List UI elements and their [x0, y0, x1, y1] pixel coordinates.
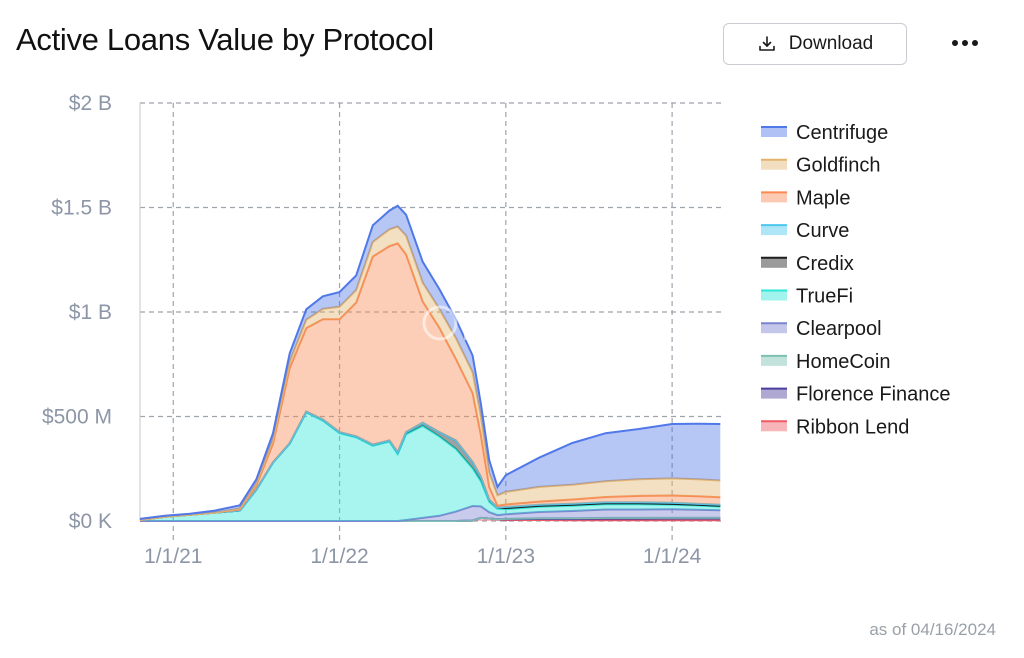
legend-swatch-florence-finance: [761, 388, 787, 399]
y-tick-label: $0 K: [69, 510, 112, 533]
legend-label-homecoin: HomeCoin: [796, 351, 890, 373]
watermark-brand: rwa: [461, 301, 532, 350]
legend-label-curve: Curve: [796, 220, 849, 242]
chart-title: Active Loans Value by Protocol: [16, 22, 434, 57]
legend-swatch-maple: [761, 192, 787, 203]
legend-swatch-curve: [761, 225, 787, 236]
line-goldfinch: [139, 225, 721, 521]
y-tick-label: $1 B: [69, 301, 112, 324]
legend-label-centrifuge: Centrifuge: [796, 122, 888, 144]
x-tick-label: 1/1/22: [310, 545, 368, 568]
more-horizontal-icon: [952, 40, 958, 46]
legend-label-truefi: TrueFi: [796, 286, 853, 308]
x-tick-label: 1/1/24: [643, 545, 702, 568]
as-of-date: as of 04/16/2024: [869, 620, 996, 639]
area-maple: [140, 243, 721, 520]
legend-swatch-centrifuge: [761, 127, 787, 137]
y-tick-label: $1.5 B: [51, 197, 112, 220]
area-truefi: [140, 412, 721, 521]
legend-label-florence-finance: Florence Finance: [796, 384, 951, 406]
area-goldfinch: [140, 226, 721, 520]
legend-swatch-clearpool: [761, 323, 787, 334]
legend-swatch-truefi: [761, 290, 787, 301]
legend-label-maple: Maple: [796, 187, 850, 209]
legend-label-ribbon-lend: Ribbon Lend: [796, 416, 909, 438]
legend-label-clearpool: Clearpool: [796, 318, 882, 340]
more-options-button[interactable]: [946, 28, 984, 58]
x-tick-label: 1/1/21: [144, 545, 202, 568]
legend-swatch-ribbon-lend: [761, 421, 787, 432]
y-tick-label: $500 M: [42, 406, 112, 429]
line-curve: [139, 410, 721, 521]
x-tick-label: 1/1/23: [477, 545, 535, 568]
legend-label-credix: Credix: [796, 253, 854, 275]
line-centrifuge: [139, 204, 721, 520]
download-icon: [758, 36, 775, 51]
chart-area: $0 K $500 M $1 B $1.5 B $2 B 1/1/21 1/1/22 1/1/…: [42, 92, 951, 568]
legend-label-goldfinch: Goldfinch: [796, 155, 881, 177]
y-tick-label: $2 B: [69, 92, 112, 115]
watermark-suffix: .xyz: [547, 323, 583, 345]
legend-swatch-credix: [761, 257, 787, 268]
download-button[interactable]: Download: [723, 23, 907, 65]
legend-swatch-goldfinch: [761, 159, 787, 170]
download-button-label: Download: [788, 33, 874, 54]
legend-swatch-homecoin: [761, 355, 787, 366]
line-maple: [139, 242, 721, 521]
watermark-globe-icon: [422, 305, 458, 341]
line-clearpool: [140, 504, 721, 522]
area-clearpool: [140, 506, 721, 521]
